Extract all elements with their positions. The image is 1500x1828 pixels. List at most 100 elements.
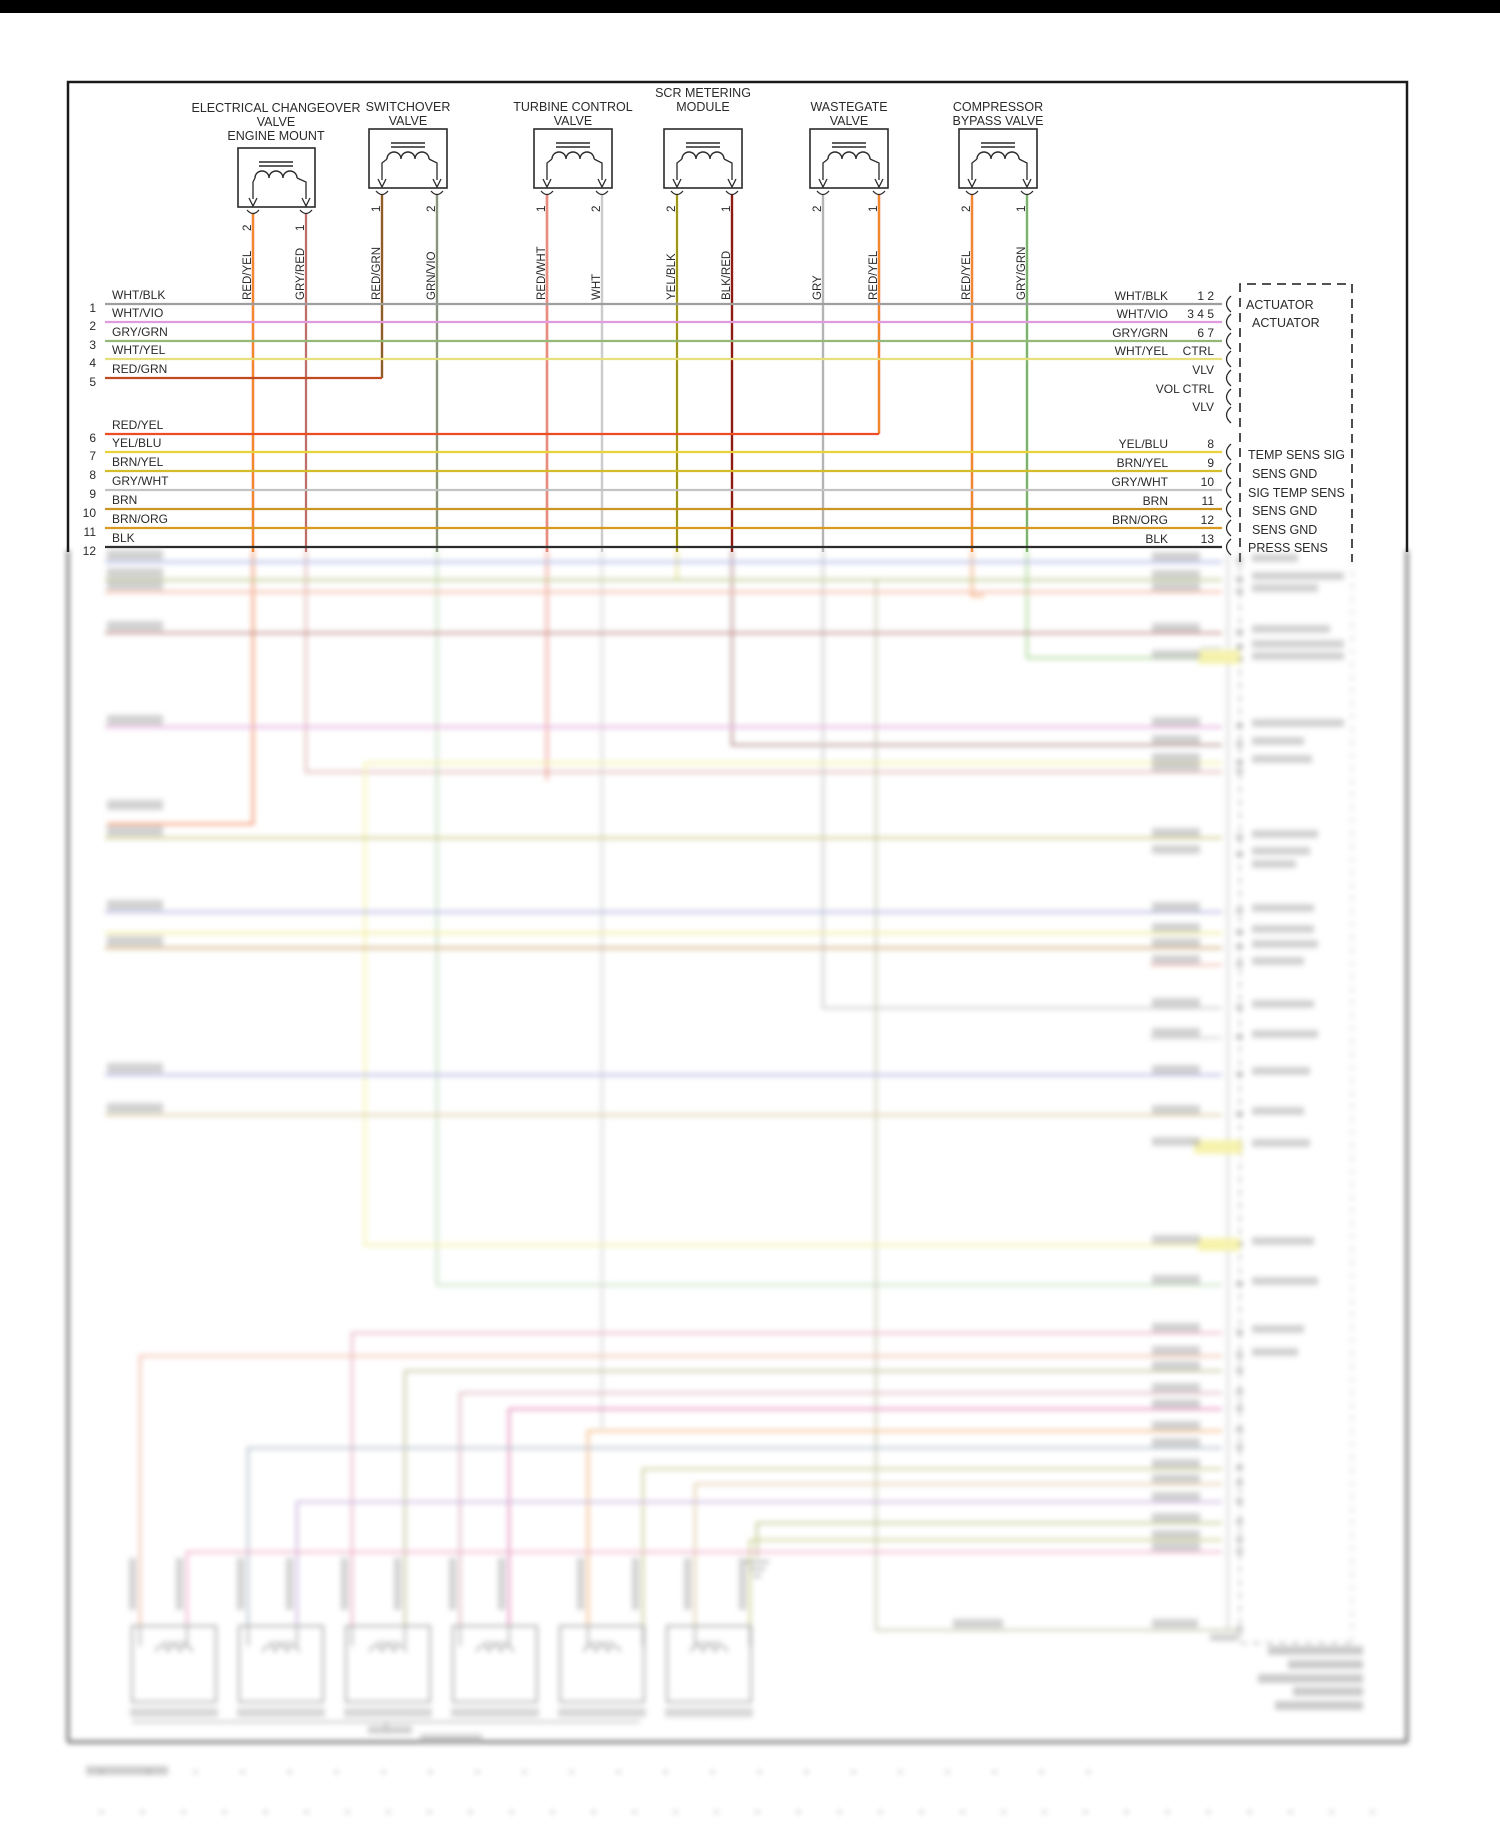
row-wire-label: GRY/WHT [112,474,169,488]
row-number: 6 [89,431,96,445]
right-pin-label: 3 4 5 [1187,307,1214,321]
row-number: 8 [89,468,96,482]
injector-bus-wires [138,1331,1222,1558]
actuator-signal-label: SENS GND [1252,504,1317,518]
row-wire-label: BLK [112,531,135,545]
solenoid-coil-icon [386,142,430,160]
component-label: VALVE [389,114,427,128]
wire-color-label: RED/YEL [242,250,254,300]
component-label: VALVE [257,115,295,129]
pin-arrow-icons [672,178,737,189]
pin-number: 2 [242,225,254,231]
wire-color-label: GRY/RED [295,248,307,300]
coil-legs [676,158,733,180]
right-pin-label: VLV [1192,363,1214,377]
row-number: 2 [89,319,96,333]
component-box [809,128,889,189]
connector-cup-icons [375,190,444,196]
right-pin-label: 9 [1207,456,1214,470]
row-number: 5 [89,375,96,389]
pin-arrow-icons [967,178,1032,189]
component-label: SWITCHOVER [366,100,451,114]
right-wire-label: BLK [1145,532,1168,546]
wire-color-label: RED/GRN [371,247,383,300]
row-wire-label: WHT/VIO [112,306,163,320]
wire-color-label: BLK/RED [721,251,733,300]
right-pin-label: CTRL [1183,344,1215,358]
wire-color-label: WHT [591,274,603,300]
right-pin-label: 12 [1201,513,1215,527]
pin-arrow-icons [248,197,311,208]
solenoid-coil-icon [551,142,595,160]
pin-number: 1 [721,206,733,212]
component-wastegate-valve: WASTEGATE VALVE 2 1 GRY RED/YEL [809,100,889,300]
right-wire-label: WHT/YEL [1115,344,1169,358]
actuator-label: ACTUATOR [1252,316,1320,330]
wire-color-label: YEL/BLK [666,253,678,300]
pin-arrow-icons [377,178,442,189]
diagram-sharp-region: ELECTRICAL CHANGEOVER VALVE ENGINE MOUNT… [66,80,1409,562]
connector-cup-icons [670,190,739,196]
actuator-label: ACTUATOR [1246,298,1314,312]
row-wire-label: GRY/GRN [112,325,168,339]
fuel-injectors [130,1625,753,1742]
row-number: 11 [84,525,97,539]
solenoid-coil-icon [976,142,1020,160]
row-number: 10 [83,506,97,520]
actuator-signal-label: SENS GND [1252,523,1317,537]
row-number: 1 [89,301,96,315]
pin-number: 1 [536,206,548,212]
diagram-border-top [66,80,1409,552]
component-label: VALVE [554,114,592,128]
solenoid-coil-icon [681,142,725,160]
pin-number: 1 [1016,206,1028,212]
row-wire-label: BRN/ORG [112,512,168,526]
ecm-wire-labels-blurred [953,552,1238,1641]
injector-wire-labels-blurred [129,1558,746,1610]
actuator-connector: WHT/BLK 1 2 WHT/VIO 3 4 5 GRY/GRN 6 7 WH… [1112,283,1353,562]
wire-color-label: GRN/VIO [426,251,438,300]
connector-cup-icons [246,209,313,215]
component-box [533,128,613,189]
component-label: VALVE [830,114,868,128]
right-pin-label: VOL CTRL [1156,382,1215,396]
component-scr-metering-module: SCR METERING MODULE 2 1 YEL/BLK BLK/RED [655,86,751,300]
ecm-connector-strip [1227,552,1353,1644]
pin-number: 2 [666,206,678,212]
component-label: COMPRESSOR [953,100,1043,114]
component-wires [251,194,1029,552]
actuator-dashed-box [1239,283,1353,562]
row-wire-label: BRN/YEL [112,455,164,469]
blurred-wire-rows [105,560,1222,1247]
component-electrical-changeover-valve: ELECTRICAL CHANGEOVER VALVE ENGINE MOUNT… [191,101,360,300]
solenoid-coil-icon [254,161,298,179]
right-wire-label: BRN/ORG [1112,513,1168,527]
right-wire-label: GRY/WHT [1112,475,1169,489]
component-label: WASTEGATE [810,100,887,114]
actuator-signal-label: SENS GND [1252,467,1317,481]
coil-legs [546,158,603,180]
component-turbine-control-valve: TURBINE CONTROL VALVE 1 2 RED/WHT WHT [513,100,633,300]
right-pin-label: 8 [1207,437,1214,451]
right-wire-label: BRN [1143,494,1168,508]
coil-legs [381,158,438,180]
row-number: 9 [89,487,96,501]
coil-legs [822,158,880,180]
bottom-right-note-blurred [1258,1646,1363,1710]
blurred-vertical-wires [107,550,1237,1631]
wire-color-label: RED/YEL [961,250,973,300]
coil-legs [971,158,1028,180]
component-label: ELECTRICAL CHANGEOVER [191,101,360,115]
row-number: 12 [83,544,97,558]
right-pin-label: VLV [1192,400,1214,414]
right-pin-label: 10 [1201,475,1215,489]
bottom-left-note-blurred [86,1766,168,1775]
wire-rows: 1 WHT/BLK 2 WHT/VIO 3 GRY/GRN 4 WHT/YEL … [83,288,1222,558]
row-wire-label: RED/YEL [112,418,164,432]
coil-legs [252,177,307,199]
right-wire-label: BRN/YEL [1117,456,1169,470]
right-wire-label: YEL/BLU [1119,437,1168,451]
wire-color-label: RED/YEL [868,250,880,300]
component-box [663,128,743,189]
ecm-pin-numbers-blurred [1236,558,1243,1632]
